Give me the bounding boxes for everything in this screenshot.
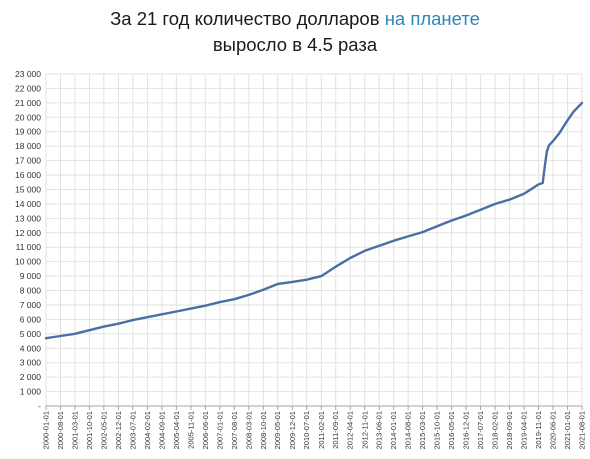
y-tick-label: 12 000 [15,228,41,238]
x-tick-label: 2020-06-01 [549,411,558,449]
x-tick-label: 2008-10-01 [259,411,268,449]
x-tick-label: 2014-08-01 [404,411,413,449]
x-tick-label: 2018-02-01 [491,411,500,449]
x-tick-label: 2007-01-01 [215,411,224,449]
y-tick-label: 5 000 [20,329,42,339]
chart-title: За 21 год количество долларов на планете… [0,6,590,58]
x-tick-label: 2000-08-01 [56,411,65,449]
x-tick-label: 2019-04-01 [520,411,529,449]
y-tick-label: 17 000 [15,156,41,166]
y-tick-label: 23 000 [15,69,41,79]
x-tick-label: 2002-12-01 [114,411,123,449]
x-tick-label: 2011-09-01 [331,411,340,449]
x-tick-label: 2021-08-01 [578,411,587,449]
y-tick-label: 14 000 [15,199,41,209]
x-tick-label: 2001-10-01 [85,411,94,449]
x-tick-label: 2013-06-01 [375,411,384,449]
y-tick-label: 19 000 [15,127,41,137]
x-tick-label: 2006-06-01 [201,411,210,449]
x-tick-label: 2008-03-01 [244,411,253,449]
x-tick-label: 2011-02-01 [317,411,326,449]
y-tick-label: 10 000 [15,257,41,267]
y-tick-label: 20 000 [15,112,41,122]
x-tick-label: 2003-07-01 [128,411,137,449]
x-tick-label: 2005-04-01 [172,411,181,449]
x-tick-label: 2009-05-01 [273,411,282,449]
y-tick-label: 3 000 [20,358,42,368]
x-tick-label: 2014-01-01 [389,411,398,449]
y-tick-label: 11 000 [16,242,42,252]
y-tick-label: 6 000 [20,314,42,324]
y-tick-label: 1 000 [20,387,42,397]
x-tick-label: 2018-09-01 [505,411,514,449]
chart-title-prefix: За 21 год количество долларов [110,8,385,29]
x-tick-label: 2010-07-01 [302,411,311,449]
y-tick-label: 18 000 [15,141,41,151]
series-line [44,101,584,340]
x-tick-label: 2004-02-01 [143,411,152,449]
x-tick-label: 2002-05-01 [99,411,108,449]
x-tick-label: 2021-01-01 [563,411,572,449]
y-tick-label: 21 000 [15,98,41,108]
x-tick-label: 2009-12-01 [288,411,297,449]
y-tick-label: 15 000 [15,184,41,194]
x-tick-label: 2012-11-01 [360,411,369,449]
x-tick-label: 2019-11-01 [534,411,543,449]
x-tick-label: 2001-03-01 [70,411,79,449]
x-tick-label: 2007-08-01 [230,411,239,449]
chart-title-line-1: За 21 год количество долларов на планете [0,6,590,32]
x-tick-label: 2016-12-01 [462,411,471,449]
y-tick-label: 2 000 [20,372,42,382]
chart-grid [45,73,583,407]
chart-series [44,101,584,340]
y-tick-label: 22 000 [15,83,41,93]
y-tick-label: 8 000 [20,286,42,296]
y-axis-tick-labels: - 1 000 2 000 3 000 4 000 5 000 6 000 7 000 8 00… [15,69,41,411]
x-tick-label: 2000-01-01 [42,411,51,449]
y-tick-label: 4 000 [20,343,42,353]
x-tick-label: 2017-07-01 [476,411,485,449]
chart-title-accent: на планете [384,8,480,29]
chart-axes [45,405,583,410]
y-tick-label: 7 000 [20,300,42,310]
y-tick-label: - [38,401,41,411]
y-tick-label: 9 000 [20,271,42,281]
x-tick-label: 2005-11-01 [186,411,195,449]
x-tick-label: 2012-04-01 [346,411,355,449]
y-tick-label: 16 000 [15,170,41,180]
y-tick-label: 13 000 [15,213,41,223]
x-axis-tick-labels: 2000-01-01 2000-08-01 2001-03-01 2001-10-01… [42,411,587,449]
chart-title-line-2: выросло в 4.5 раза [212,34,378,55]
x-tick-label: 2015-03-01 [418,411,427,449]
x-tick-label: 2004-09-01 [157,411,166,449]
x-tick-label: 2015-10-01 [433,411,442,449]
x-tick-label: 2016-05-01 [447,411,456,449]
